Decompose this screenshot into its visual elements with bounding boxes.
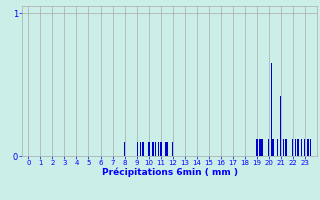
Bar [161,142,162,156]
Bar [148,142,149,156]
Bar [283,139,284,156]
Bar [158,142,159,156]
Bar [310,139,311,156]
Bar [295,139,296,156]
Bar [285,139,286,156]
Bar [292,139,293,156]
Bar [149,142,150,156]
Bar [293,139,294,156]
X-axis label: Précipitations 6min ( mm ): Précipitations 6min ( mm ) [102,168,238,177]
Bar [298,139,299,156]
Bar [166,142,167,156]
Bar [124,142,125,156]
Bar [268,139,269,156]
Bar [304,139,305,156]
Bar [286,139,287,156]
Bar [139,142,140,156]
Bar [307,139,308,156]
Bar [137,142,138,156]
Bar [163,142,164,156]
Bar [165,142,166,156]
Bar [273,139,274,156]
Bar [260,139,261,156]
Bar [259,139,260,156]
Bar [280,96,281,156]
Bar [308,139,309,156]
Bar [142,142,143,156]
Bar [143,142,144,156]
Bar [172,142,173,156]
Bar [167,142,168,156]
Bar [261,139,262,156]
Bar [269,139,270,156]
Bar [297,139,298,156]
Bar [160,142,161,156]
Bar [271,63,272,156]
Bar [272,139,273,156]
Bar [256,139,257,156]
Bar [156,142,157,156]
Bar [150,142,151,156]
Bar [153,142,154,156]
Bar [152,142,153,156]
Bar [262,139,263,156]
